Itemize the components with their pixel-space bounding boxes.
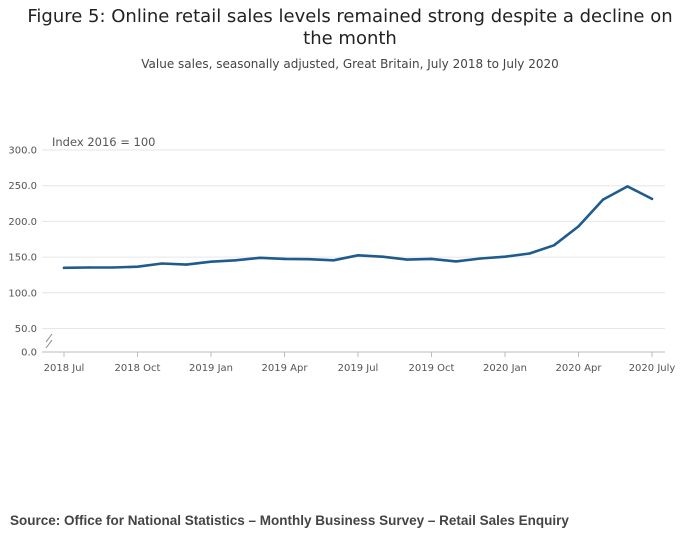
data-point[interactable] bbox=[552, 244, 556, 247]
data-point[interactable] bbox=[258, 256, 262, 260]
data-point[interactable] bbox=[283, 257, 286, 261]
data-point[interactable] bbox=[528, 252, 531, 255]
gridlines bbox=[42, 149, 665, 353]
data-point[interactable] bbox=[381, 255, 384, 258]
data-point[interactable] bbox=[234, 259, 237, 262]
y-tick-label: 0.0 bbox=[21, 348, 37, 359]
data-point[interactable] bbox=[601, 198, 605, 201]
data-point[interactable] bbox=[185, 263, 188, 266]
data-point[interactable] bbox=[62, 266, 66, 270]
data-point[interactable] bbox=[405, 258, 409, 261]
y-tick-label: 200.0 bbox=[8, 217, 37, 228]
data-point[interactable] bbox=[160, 262, 164, 265]
x-tick-label: 2018 Oct bbox=[115, 363, 161, 374]
data-point[interactable] bbox=[87, 266, 90, 269]
y-tick-label: 250.0 bbox=[8, 181, 37, 192]
data-point[interactable] bbox=[577, 225, 580, 228]
data-point[interactable] bbox=[209, 260, 213, 263]
chart-title: Figure 5: Online retail sales levels rem… bbox=[27, 6, 673, 49]
data-point[interactable] bbox=[454, 260, 458, 263]
y-axis-label: Index 2016 = 100 bbox=[52, 135, 155, 149]
x-tick-label: 2018 Jul bbox=[44, 363, 85, 374]
series-group bbox=[62, 185, 654, 270]
x-tick-label: 2020 Apr bbox=[556, 363, 603, 374]
x-tick-label: 2019 Apr bbox=[262, 363, 309, 374]
y-tick-label: 300.0 bbox=[8, 146, 37, 157]
y-axis-ticks: 0.0 50.0 100.0 150.0 200.0 250.0 300.0 bbox=[8, 146, 37, 359]
data-point[interactable] bbox=[111, 266, 115, 269]
data-point[interactable] bbox=[650, 197, 654, 201]
y-tick-label: 100.0 bbox=[8, 288, 37, 299]
x-tick-label: 2019 Jul bbox=[338, 363, 379, 374]
data-point[interactable] bbox=[307, 258, 311, 261]
x-axis: 2018 Jul 2018 Oct 2019 Jan 2019 Apr 2019 Jul… bbox=[44, 352, 676, 374]
y-tick-label: 150.0 bbox=[8, 253, 37, 264]
x-tick-label: 2019 Jan bbox=[189, 363, 233, 374]
data-point[interactable] bbox=[136, 265, 139, 268]
data-point[interactable] bbox=[626, 185, 629, 188]
x-tick-label: 2020 July bbox=[629, 363, 676, 374]
data-point[interactable] bbox=[356, 254, 360, 257]
data-point[interactable] bbox=[503, 255, 507, 258]
chart-subtitle: Value sales, seasonally adjusted, Great … bbox=[141, 57, 559, 71]
x-tick-label: 2019 Oct bbox=[409, 363, 455, 374]
source-note: Source: Office for National Statistics –… bbox=[10, 513, 569, 528]
x-tick-label: 2020 Jan bbox=[483, 363, 527, 374]
axis-break-icon bbox=[45, 333, 53, 349]
data-point[interactable] bbox=[479, 257, 482, 260]
data-point[interactable] bbox=[430, 257, 433, 261]
data-point[interactable] bbox=[332, 259, 335, 262]
y-tick-label: 50.0 bbox=[15, 324, 37, 335]
